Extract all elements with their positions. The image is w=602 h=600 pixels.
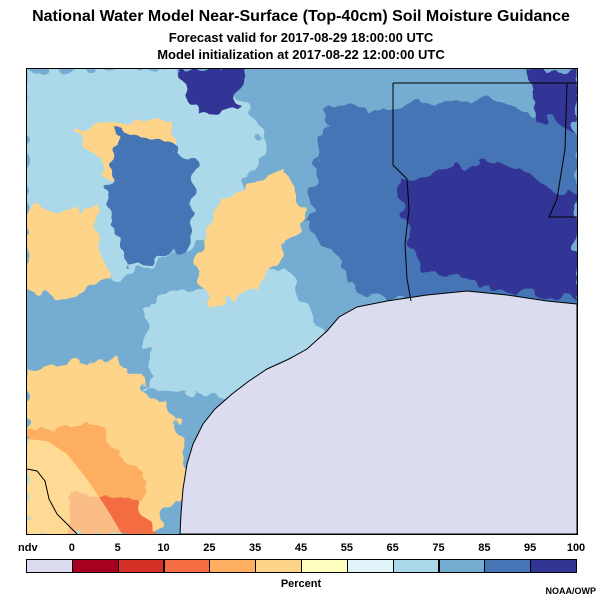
legend-tick-label: 100 [566, 542, 586, 554]
legend-swatch [392, 559, 440, 573]
legend-swatch [484, 559, 532, 573]
mexico-region [27, 439, 122, 534]
very-wet-region-east [397, 159, 577, 299]
wet-region-central [107, 129, 197, 269]
color-legend: ndv 0 5 10 25 35 45 55 65 75 85 95 100 Percent [18, 542, 585, 592]
legend-swatch [438, 559, 486, 573]
legend-tick-label: 5 [114, 542, 121, 554]
legend-swatch [301, 559, 348, 573]
forecast-valid-time: Forecast valid for 2017-08-29 18:00:00 U… [168, 30, 434, 45]
legend-tick-label: 45 [294, 542, 308, 554]
state-border-louisiana-mississippi [548, 82, 577, 218]
very-wet-region-north [177, 69, 247, 114]
legend-tick-label: 25 [203, 542, 216, 554]
credit-label: NOAA/OWP [545, 586, 597, 596]
legend-tick-label: 95 [524, 542, 537, 554]
model-init-time: Model initialization at 2017-08-22 12:00… [157, 47, 445, 62]
border-us-mexico [27, 468, 78, 534]
dry-region-streak [197, 169, 307, 309]
legend-unit-label: Percent [280, 578, 322, 590]
legend-swatch [209, 559, 257, 573]
gulf-of-mexico [179, 290, 577, 534]
legend-tick-label: ndv [18, 542, 38, 554]
legend-swatch [530, 559, 577, 573]
legend-swatch [117, 559, 165, 573]
legend-tick-label: 75 [432, 542, 445, 554]
state-border-texas-louisiana [392, 83, 412, 302]
legend-tick-label: 0 [68, 542, 75, 554]
very-wet-region-far-east [527, 69, 577, 129]
legend-tick-label: 85 [478, 542, 491, 554]
legend-swatch [71, 559, 119, 573]
legend-swatch [346, 559, 394, 573]
soil-moisture-map [26, 68, 578, 535]
legend-tick-label: 65 [386, 542, 399, 554]
legend-tick-label: 35 [249, 542, 262, 554]
dry-region-west [27, 209, 107, 299]
legend-swatch [163, 559, 211, 573]
legend-tick-label: 55 [340, 542, 353, 554]
legend-tick-label: 10 [157, 542, 170, 554]
map-title: National Water Model Near-Surface (Top-4… [32, 8, 570, 25]
legend-swatch [26, 559, 73, 573]
legend-swatch [255, 559, 302, 573]
